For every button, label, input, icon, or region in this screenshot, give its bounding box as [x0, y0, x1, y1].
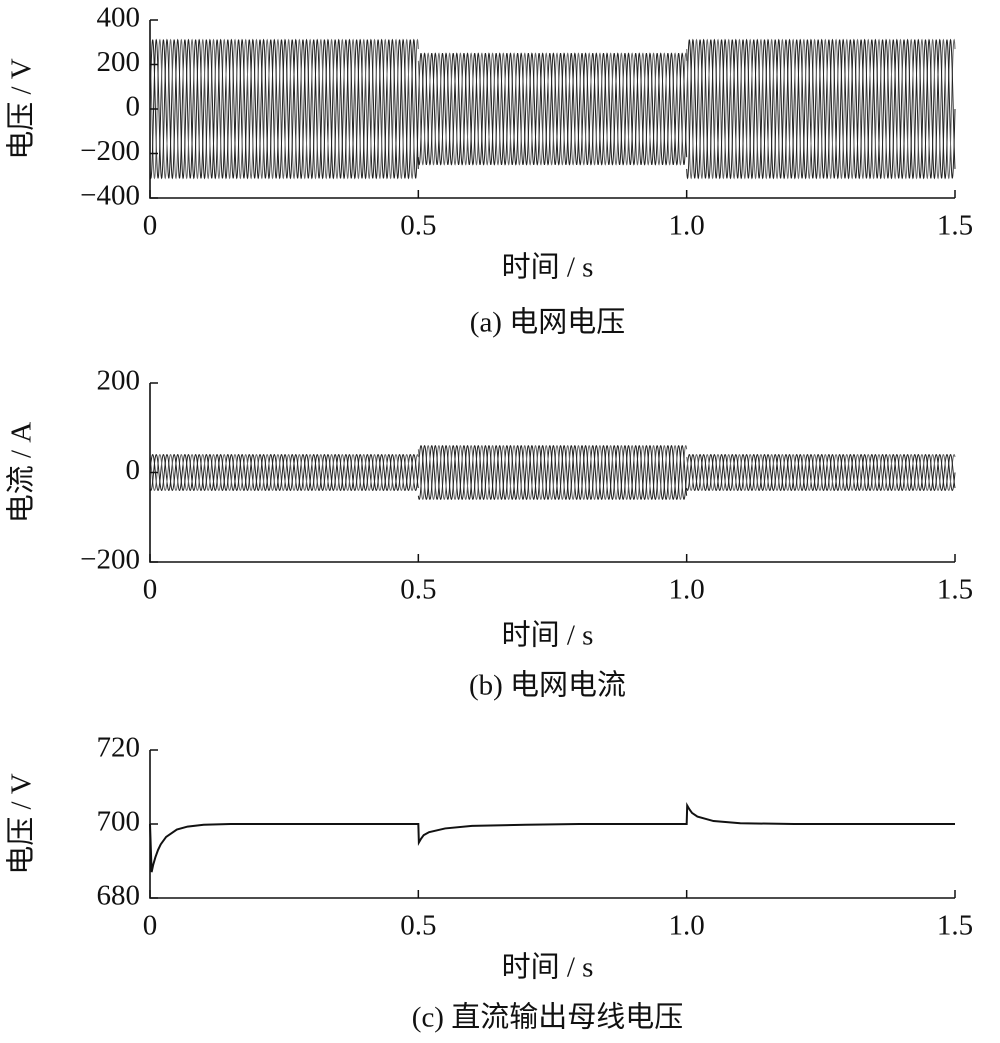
y-tick-label: −200: [80, 544, 140, 576]
waveform: [686, 39, 956, 179]
y-tick-label: 0: [126, 91, 141, 123]
line: [149, 801, 955, 873]
waveform: [686, 454, 956, 491]
waveform: [417, 52, 688, 166]
waveform: [149, 454, 419, 491]
y-tick-label: 700: [97, 806, 141, 838]
x-tick-label: 0: [143, 574, 158, 606]
x-tick-label: 1.0: [669, 574, 705, 606]
x-tick-label: 0.5: [400, 910, 436, 942]
y-tick-label: 400: [97, 2, 141, 34]
y-tick-label: 680: [97, 880, 141, 912]
caption: (a) 电网电压: [470, 306, 625, 339]
x-tick-label: 1.5: [937, 574, 973, 606]
waveform: [686, 454, 956, 491]
x-tick-label: 0.5: [400, 210, 436, 242]
y-tick-label: 200: [97, 46, 141, 78]
waveform: [149, 38, 419, 180]
waveform: [686, 454, 956, 491]
waveform: [149, 454, 419, 491]
caption: (b) 电网电流: [469, 669, 626, 702]
x-axis-label: 时间 / s: [502, 951, 594, 984]
x-tick-label: 1.0: [669, 910, 705, 942]
x-tick-label: 1.0: [669, 210, 705, 242]
waveform: [417, 444, 688, 501]
y-tick-label: 200: [97, 365, 141, 397]
y-tick-label: 0: [126, 454, 141, 486]
waveform: [149, 39, 419, 179]
x-tick-label: 1.5: [937, 210, 973, 242]
waveform: [149, 454, 419, 491]
y-axis-label: 电压 / V: [5, 773, 38, 875]
y-axis-label: 电压 / V: [5, 58, 38, 160]
x-tick-label: 1.5: [937, 910, 973, 942]
caption: (c) 直流输出母线电压: [412, 1001, 683, 1034]
waveform: [417, 444, 688, 501]
x-tick-label: 0: [143, 210, 158, 242]
y-tick-label: −200: [80, 135, 140, 167]
x-axis-label: 时间 / s: [502, 251, 594, 284]
x-tick-label: 0.5: [400, 574, 436, 606]
x-axis-label: 时间 / s: [502, 619, 594, 652]
waveform: [417, 52, 688, 166]
waveform: [417, 52, 688, 166]
y-axis-label: 电流 / A: [5, 422, 38, 524]
y-tick-label: −400: [80, 180, 140, 212]
waveform: [149, 38, 419, 180]
x-tick-label: 0: [143, 910, 158, 942]
waveform: [686, 38, 956, 180]
y-tick-label: 720: [97, 732, 141, 764]
waveform: [686, 38, 956, 180]
waveform: [417, 445, 688, 500]
